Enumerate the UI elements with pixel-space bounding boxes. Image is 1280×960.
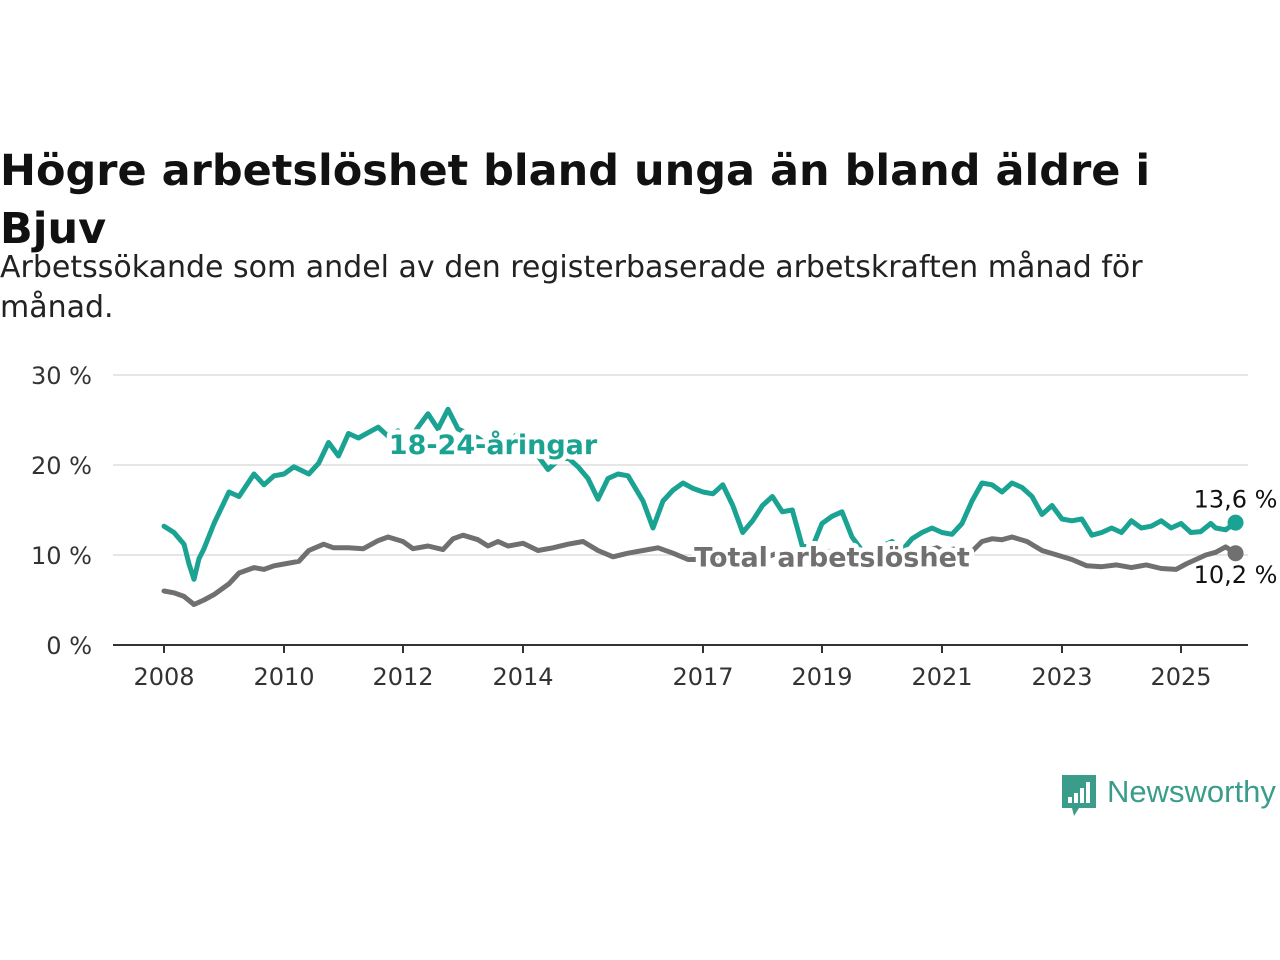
y-tick-label: 0 % <box>46 632 92 660</box>
end-dot-total <box>1227 545 1244 562</box>
series-line-total <box>161 532 1238 607</box>
chart-title: Högre arbetslöshet bland unga än bland ä… <box>0 146 1151 254</box>
series-label-total: Total arbetslöshet <box>694 543 970 574</box>
x-tick-label: 2008 <box>133 663 194 691</box>
newsworthy-logo: Newsworthy <box>1059 772 1280 820</box>
chart-subtitle: Arbetssökande som andel av den registerb… <box>0 250 1143 325</box>
end-label-youth: 13,6 % <box>1194 486 1278 514</box>
newsworthy-logo-icon <box>1062 775 1096 816</box>
series-label-total-halo: Total arbetslöshet <box>694 543 970 574</box>
gridlines <box>113 374 1248 556</box>
brand-name: Newsworthy <box>1107 774 1276 809</box>
x-tick-label: 2014 <box>492 663 553 691</box>
x-tick-label: 2025 <box>1150 663 1211 691</box>
y-tick-label: 10 % <box>31 542 92 570</box>
end-markers: 13,6 % 10,2 % <box>1194 486 1278 590</box>
x-tick-label: 2023 <box>1031 663 1092 691</box>
end-dot-youth <box>1227 514 1244 531</box>
x-tick-label: 2019 <box>791 663 852 691</box>
y-axis-ticks: 0 % 10 % 20 % 30 % <box>31 362 92 660</box>
x-axis-ticks: 2008 2010 2012 2014 2017 2019 2021 2023 2025 <box>133 645 1212 691</box>
series-label-youth-halo: 18-24-åringar <box>389 429 598 461</box>
x-tick-label: 2010 <box>253 663 314 691</box>
series-lines <box>161 406 1238 607</box>
end-label-total: 10,2 % <box>1194 561 1278 589</box>
x-tick-label: 2012 <box>372 663 433 691</box>
series-label-youth: 18-24-åringar <box>389 429 598 461</box>
series-line-youth <box>161 406 1238 582</box>
y-tick-label: 30 % <box>31 362 92 390</box>
x-tick-label: 2017 <box>672 663 733 691</box>
x-tick-label: 2021 <box>911 663 972 691</box>
y-tick-label: 20 % <box>31 452 92 480</box>
